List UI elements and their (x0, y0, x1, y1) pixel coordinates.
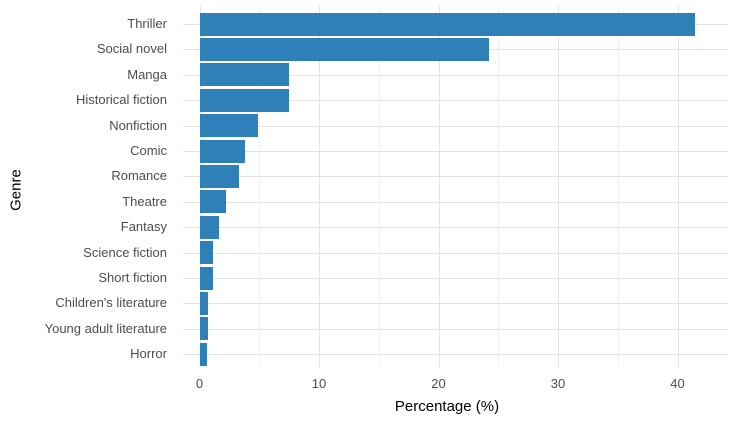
bar (199, 291, 208, 315)
x-tick-label: 40 (670, 376, 685, 391)
row-gridline (183, 354, 728, 356)
x-tick-label: 30 (550, 376, 566, 391)
category-label: Nonfiction (109, 117, 167, 133)
category-label: Social novel (96, 41, 167, 57)
category-label: Theatre (122, 193, 167, 209)
bar (199, 190, 226, 214)
bar (199, 63, 290, 87)
major-gridline (319, 6, 320, 367)
category-label: Young adult literature (44, 320, 167, 336)
bar (199, 37, 489, 61)
minor-gridline (378, 6, 380, 367)
bar (199, 114, 259, 138)
bar (199, 317, 208, 341)
bar (199, 266, 213, 290)
bar (199, 215, 219, 239)
bar (199, 164, 239, 188)
bar (199, 241, 213, 265)
category-label: Fantasy (120, 219, 167, 235)
minor-gridline (259, 6, 261, 367)
x-axis-title: Percentage (%) (394, 398, 500, 415)
row-gridline (183, 151, 728, 152)
bar (199, 12, 696, 36)
x-tick-label: 20 (431, 376, 446, 391)
row-gridline (183, 227, 728, 229)
major-gridline (677, 6, 679, 367)
category-label: Thriller (127, 16, 167, 31)
row-gridline (183, 176, 728, 178)
category-label: Manga (127, 66, 167, 82)
category-label: Comic (130, 143, 167, 158)
row-gridline (183, 201, 728, 203)
minor-gridline (617, 6, 619, 367)
row-gridline (183, 74, 728, 76)
x-tick-label: 0 (195, 376, 204, 391)
bar (199, 88, 290, 112)
category-label: Children's literature (55, 295, 167, 311)
bar (199, 139, 245, 163)
x-tick-label: 10 (311, 376, 327, 391)
category-label: Romance (111, 168, 167, 184)
bar (199, 342, 207, 366)
major-gridline (558, 6, 559, 367)
row-gridline (183, 328, 728, 330)
category-label: Short fiction (98, 270, 167, 285)
row-gridline (183, 252, 728, 254)
row-gridline (183, 125, 728, 127)
row-gridline (183, 100, 728, 102)
row-gridline (183, 278, 728, 279)
major-gridline (438, 6, 440, 367)
category-label: Horror (130, 346, 167, 362)
minor-gridline (498, 6, 500, 367)
category-label: Science fiction (83, 244, 167, 260)
row-gridline (183, 303, 728, 305)
category-label: Historical fiction (75, 92, 167, 108)
